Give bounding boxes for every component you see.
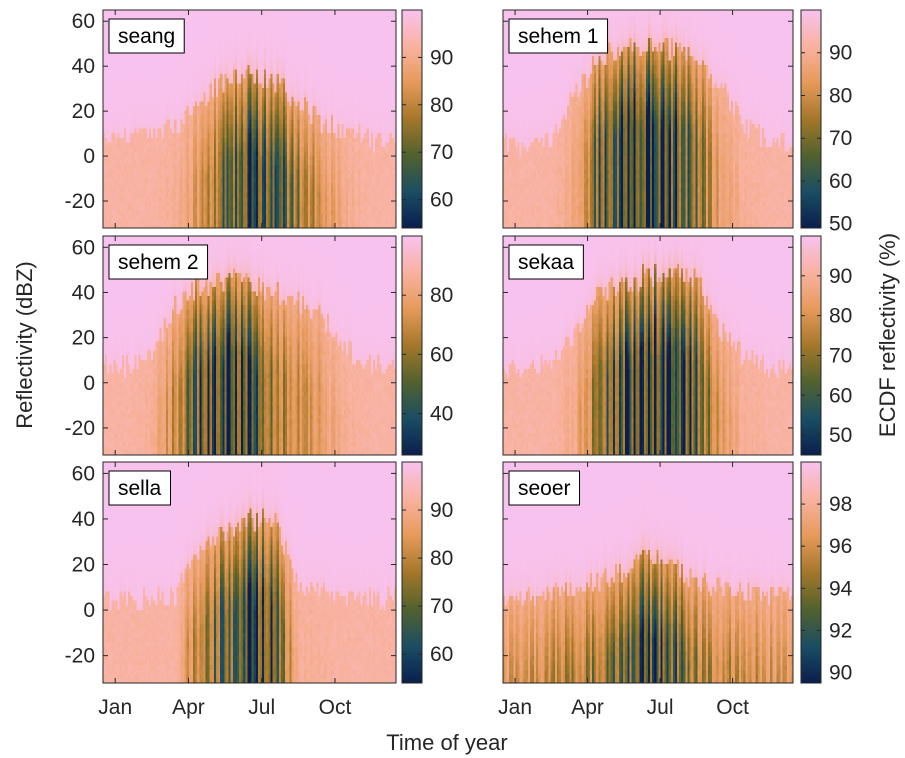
colorbar-tick-label: 50 [829,424,852,447]
panel-label: sehem 2 [118,251,199,274]
y-tick-label: 0 [83,145,95,168]
colorbar [800,461,822,684]
x-tick-label: Jul [248,696,275,719]
x-axis-label: Time of year [386,730,507,755]
colorbar-tick-label: 90 [829,265,852,288]
colorbar-tick-label: 90 [430,46,453,69]
panel-sehem-2: -20 0 20 40 60 sehem 2 40 60 80 [65,235,453,456]
colorbar-tick-label: 80 [430,547,453,570]
colorbar [800,235,822,456]
heatmap [503,236,794,456]
axes-frame [502,461,794,684]
axes-frame [102,9,397,229]
axes-frame [502,235,794,456]
panel-seang: -20 0 20 40 60 seang 60 70 80 90 [65,9,453,229]
colorbar-tick-label: 94 [829,577,853,600]
colorbar-tick-label: 90 [829,661,852,684]
colorbar-tick-label: 80 [430,284,453,307]
y-axis-label: Reflectivity (dBZ) [12,261,37,428]
y-tick-label: -20 [65,417,95,440]
colorbar-tick-label: 90 [430,499,453,522]
x-tick-label: Apr [571,696,604,719]
colorbar-tick-label: 80 [430,94,453,117]
y-tick-label: 20 [72,100,95,123]
heatmap [103,236,397,456]
panel-label: sehem 1 [518,25,599,48]
colorbar-tick-label: 60 [430,343,453,366]
y-tick-label: 20 [72,554,95,577]
heatmap [103,10,397,229]
y-tick-label: 40 [72,55,95,78]
x-tick-label: Apr [172,696,205,719]
panel-sekaa: sekaa 50 60 70 80 90 [502,235,852,456]
panel-label: sella [118,477,162,500]
colorbar-tick-label: 80 [829,84,852,107]
panel-label-box [108,244,209,280]
panel-sehem-1: sehem 1 50 60 70 80 90 [502,9,852,236]
panel-sella: -20 0 20 40 60 Jan Apr Jul Oct sella 60 70 80 90 [65,461,453,719]
colorbar-tick-label: 70 [829,127,852,150]
panel-label-box [108,18,185,54]
x-tick-label: Jul [647,696,674,719]
y-tick-label: 20 [72,327,95,350]
panel-label: seoer [518,477,571,500]
colorbar-tick-label: 98 [829,493,852,516]
panel-label-box [508,470,581,506]
y-tick-label: 60 [72,462,95,485]
colorbar-tick-label: 40 [430,403,453,426]
colorbar-tick-label: 96 [829,535,852,558]
panel-label: sekaa [518,251,574,274]
colorbar-tick-label: 60 [829,170,852,193]
panel-seoer: Jan Apr Jul Oct seoer 90 92 94 96 98 [498,461,853,719]
colorbar-tick-label: 70 [430,595,453,618]
panel-label-box [508,18,609,54]
panels: -20 0 20 40 60 seang 60 70 80 90 sehem 1 50 60 70 80 90… [65,9,853,719]
axes-frame [502,9,794,229]
y-tick-label: -20 [65,190,95,213]
colorbar-tick-label: 50 [829,213,852,236]
colorbar [401,235,423,456]
y-tick-label: 0 [83,372,95,395]
colorbar-tick-label: 70 [430,141,453,164]
y-tick-label: 60 [72,236,95,259]
panel-label-box [508,244,584,280]
colorbar-tick-label: 60 [430,643,453,666]
x-tick-label: Jan [498,696,532,719]
x-tick-label: Oct [319,696,352,719]
panel-label: seang [118,25,175,48]
colorbar [401,9,423,229]
y-tick-label: 40 [72,281,95,304]
colorbar-tick-label: 60 [430,189,453,212]
colorbar-tick-label: 60 [829,384,852,407]
axes-frame [102,235,397,456]
colorbar-axis-label: ECDF reflectivity (%) [875,233,900,437]
panel-label-box [108,470,172,506]
x-tick-label: Oct [716,696,749,719]
colorbar-tick-label: 90 [829,42,852,65]
heatmap [503,462,794,684]
colorbar-tick-label: 70 [829,344,852,367]
y-tick-label: 40 [72,508,95,531]
colorbar [401,461,423,684]
y-tick-label: 60 [72,10,95,33]
y-tick-label: -20 [65,645,95,668]
axes-frame [102,461,397,684]
colorbar-tick-label: 80 [829,305,852,328]
colorbar-tick-label: 92 [829,619,852,642]
x-tick-label: Jan [98,696,132,719]
y-tick-label: 0 [83,599,95,622]
colorbar [800,9,822,229]
